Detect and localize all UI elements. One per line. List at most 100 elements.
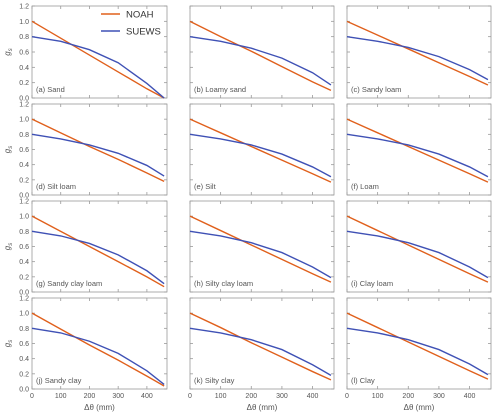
y-tick-label: 0.6: [19, 147, 29, 154]
legend-label-noah: NOAH: [126, 10, 154, 21]
y-tick-label: 1.2: [19, 296, 29, 303]
y-tick-label: 0.8: [19, 326, 29, 333]
y-tick-label: 1.0: [19, 19, 29, 26]
y-tick-label: 0.8: [19, 34, 29, 41]
y-axis-label: gs: [3, 48, 14, 55]
series-line-suews: [346, 327, 489, 376]
y-tick-label: 1.2: [19, 199, 29, 206]
panel-6: (f) Loam: [346, 103, 492, 196]
panel-title: (i) Clay loam: [351, 279, 393, 288]
series-line-noah: [346, 215, 489, 283]
panel-12: 0 100 200 300 400 (l) Clay Δθ (mm): [345, 297, 492, 412]
y-axis-label: gs: [3, 340, 14, 347]
y-tick-label: 0.8: [19, 229, 29, 236]
y-axis-label: gs: [3, 146, 14, 153]
panel-title: (d) Silt loam: [36, 182, 76, 191]
panel-11: 0 100 200 300 400 (k) Silty clay Δθ (mm): [188, 297, 335, 412]
legend-label-suews: SUEWS: [126, 27, 161, 38]
series-line-suews: [31, 35, 165, 99]
series-line-suews: [31, 133, 165, 177]
series-line-suews: [346, 230, 489, 279]
panel-9: (i) Clay loam: [346, 200, 492, 293]
series-line-suews: [346, 35, 489, 81]
panel-4: 0.0 0.2 0.4 0.6 0.8 1.0 1.2 (d) Silt loam gs: [3, 102, 168, 200]
series-line-suews: [31, 230, 165, 285]
series-line-noah: [346, 118, 489, 183]
y-tick-label: 0.2: [19, 80, 29, 87]
panel-2: (b) Loamy sand: [189, 5, 335, 99]
y-tick-label: 1.0: [19, 214, 29, 221]
y-tick-label: 0.0: [19, 96, 29, 103]
x-tick-label: 200: [84, 393, 96, 400]
x-tick-label: 300: [276, 393, 288, 400]
y-tick-label: 0.2: [19, 177, 29, 184]
series-line-noah: [31, 20, 165, 99]
x-tick-label: 0: [30, 393, 34, 400]
series-line-noah: [31, 215, 165, 288]
x-tick-label: 100: [372, 393, 384, 400]
series-line-suews: [189, 133, 332, 178]
x-tick-label: 0: [188, 393, 192, 400]
y-tick-label: 0.6: [19, 244, 29, 251]
x-tick-label: 100: [55, 393, 67, 400]
series-line-noah: [189, 215, 332, 283]
x-tick-label: 400: [141, 393, 153, 400]
panel-title: (f) Loam: [351, 182, 379, 191]
panel-3: (c) Sandy loam: [346, 5, 492, 99]
y-tick-label: 1.0: [19, 311, 29, 318]
panel-title: (j) Sandy clay: [36, 376, 82, 385]
x-tick-label: 200: [245, 393, 257, 400]
series-line-noah: [346, 20, 489, 86]
y-tick-label: 0.6: [19, 341, 29, 348]
x-axis-label: Δθ (mm): [84, 403, 115, 412]
x-tick-label: 0: [345, 393, 349, 400]
y-tick-label: 1.2: [19, 4, 29, 11]
x-axis-label: Δθ (mm): [404, 403, 435, 412]
x-axis-label: Δθ (mm): [247, 403, 278, 412]
series-line-noah: [346, 312, 489, 380]
series-line-suews: [346, 133, 489, 178]
x-tick-label: 300: [433, 393, 445, 400]
series-line-suews: [189, 35, 332, 86]
series-line-suews: [189, 327, 332, 376]
y-tick-label: 0.2: [19, 371, 29, 378]
y-tick-label: 0.4: [19, 65, 29, 72]
panel-5: (e) Silt: [189, 103, 335, 196]
panel-1: 0.0 0.2 0.4 0.6 0.8 1.0 1.2 (a) Sand gs: [3, 4, 168, 103]
panel-title: (l) Clay: [351, 376, 375, 385]
legend: NOAH SUEWS: [101, 10, 161, 38]
panel-title: (b) Loamy sand: [194, 85, 246, 94]
series-line-noah: [189, 118, 332, 183]
panel-title: (c) Sandy loam: [351, 85, 401, 94]
x-tick-label: 400: [464, 393, 476, 400]
y-tick-label: 0.6: [19, 50, 29, 57]
panel-title: (g) Sandy clay loam: [36, 279, 102, 288]
series-line-suews: [31, 327, 165, 385]
y-tick-label: 0.2: [19, 274, 29, 281]
series-line-noah: [189, 312, 332, 381]
y-tick-label: 1.2: [19, 102, 29, 109]
y-tick-label: 0.4: [19, 259, 29, 266]
series-line-noah: [31, 312, 165, 387]
series-line-noah: [31, 118, 165, 182]
y-tick-label: 0.4: [19, 356, 29, 363]
x-tick-label: 200: [402, 393, 414, 400]
series-line-noah: [189, 20, 332, 91]
panel-8: (h) Silty clay loam: [189, 200, 335, 293]
panel-7: 0.0 0.2 0.4 0.6 0.8 1.0 1.2 (g) Sandy clay loam…: [3, 199, 168, 297]
x-tick-label: 400: [307, 393, 319, 400]
y-axis-label: gs: [3, 243, 14, 250]
y-tick-label: 0.4: [19, 162, 29, 169]
y-tick-label: 0.0: [19, 387, 29, 394]
panel-title: (h) Silty clay loam: [194, 279, 253, 288]
x-tick-label: 300: [112, 393, 124, 400]
panel-10: 0.0 0.2 0.4 0.6 0.8 1.0 1.2 0 100 200 300 400 (j) Sa…: [3, 296, 168, 412]
panel-title: (a) Sand: [36, 85, 65, 94]
series-line-suews: [189, 230, 332, 279]
y-tick-label: 0.0: [19, 290, 29, 297]
panel-title: (k) Silty clay: [194, 376, 235, 385]
x-tick-label: 100: [215, 393, 227, 400]
panel-title: (e) Silt: [194, 182, 217, 191]
y-tick-label: 1.0: [19, 117, 29, 124]
